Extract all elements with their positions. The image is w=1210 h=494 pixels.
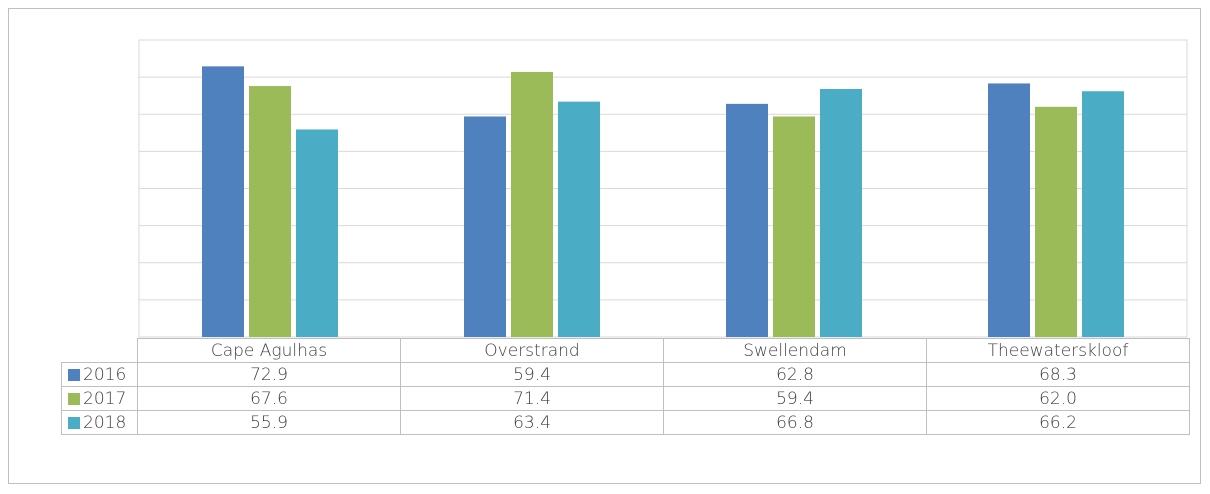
data-label: 63.4 (400, 410, 664, 435)
legend-entry: 2016 (61, 362, 138, 387)
data-label: 62.0 (926, 386, 1190, 411)
bar-chart (138, 39, 1188, 338)
bar-2016-swellendam (726, 103, 768, 337)
chart-plot (138, 39, 1188, 338)
data-label: 59.4 (400, 362, 664, 387)
data-label: 66.2 (926, 410, 1190, 435)
bar-2018-cape-agulhas (296, 129, 338, 337)
series-row-2016: 2016 72.9 59.4 62.8 68.3 (61, 362, 1190, 387)
bar-2017-swellendam (773, 116, 815, 337)
legend-label: 2016 (83, 364, 127, 385)
data-label: 72.9 (137, 362, 401, 387)
legend-swatch (68, 416, 80, 429)
bar-2016-cape-agulhas (202, 66, 244, 337)
bar-2018-swellendam (820, 89, 862, 337)
series-row-2017: 2017 67.6 71.4 59.4 62.0 (61, 386, 1190, 411)
category-label: Overstrand (400, 338, 664, 363)
series-row-2018: 2018 55.9 63.4 66.8 66.2 (61, 410, 1190, 435)
category-label: Swellendam (663, 338, 927, 363)
legend-entry: 2017 (61, 386, 138, 411)
table-corner (61, 338, 138, 363)
category-label: Cape Agulhas (137, 338, 401, 363)
legend-entry: 2018 (61, 410, 138, 435)
bar-2017-cape-agulhas (249, 86, 291, 337)
data-table: Cape Agulhas Overstrand Swellendam Theew… (61, 338, 1190, 435)
legend-label: 2018 (83, 412, 127, 433)
data-label: 59.4 (663, 386, 927, 411)
legend-swatch (68, 368, 80, 381)
bar-2018-theewaterskloof (1082, 91, 1124, 337)
legend-swatch (68, 392, 80, 405)
bar-2017-overstrand (511, 71, 553, 338)
data-label: 62.8 (663, 362, 927, 387)
category-label: Theewaterskloof (926, 338, 1190, 363)
data-label: 67.6 (137, 386, 401, 411)
legend-label: 2017 (83, 388, 127, 409)
bar-2017-theewaterskloof (1035, 106, 1077, 337)
bar-2018-overstrand (558, 101, 600, 337)
category-row: Cape Agulhas Overstrand Swellendam Theew… (61, 338, 1190, 363)
chart-frame (8, 8, 1201, 484)
data-label: 68.3 (926, 362, 1190, 387)
data-label: 55.9 (137, 410, 401, 435)
data-label: 71.4 (400, 386, 664, 411)
bar-2016-overstrand (464, 116, 506, 337)
bar-2016-theewaterskloof (988, 83, 1030, 337)
data-label: 66.8 (663, 410, 927, 435)
